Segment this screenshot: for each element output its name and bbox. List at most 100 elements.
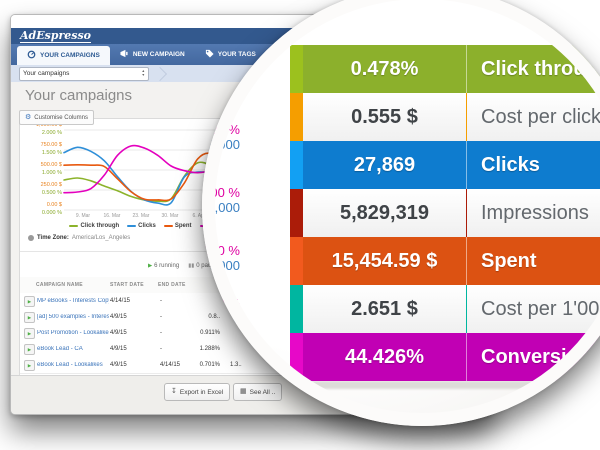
metric-label: Click through xyxy=(481,58,600,80)
axis-label-usd: 250.00 $ xyxy=(40,182,62,188)
end-date-cell: - xyxy=(160,314,162,320)
legend-dash-icon xyxy=(163,225,173,227)
legend-item[interactable]: Spent xyxy=(163,223,192,229)
legend-label: Click through xyxy=(80,223,120,229)
play-icon[interactable]: ▶ xyxy=(24,328,35,339)
play-icon[interactable]: ▶ xyxy=(24,312,35,323)
axis-label-pct: 1.500 % xyxy=(41,150,62,156)
legend-dash-icon xyxy=(69,225,79,227)
magnified-count-label: 1,000 xyxy=(207,258,240,273)
magnified-metric-row: 5,829,319 Impressions xyxy=(290,189,600,237)
download-icon: ↧ xyxy=(171,388,177,395)
magnified-metrics: 0.478% Click through 0.555 $ Cost per click… xyxy=(290,45,600,381)
legend-item[interactable]: Click through xyxy=(69,223,119,229)
play-icon[interactable]: ▶ xyxy=(24,360,35,371)
metric-color-strip xyxy=(290,285,303,333)
start-date-cell: 4/14/15 xyxy=(110,298,131,304)
metric-divider xyxy=(466,237,467,285)
magnifier-lens: 0.478% Click through 0.555 $ Cost per click… xyxy=(202,0,600,426)
column-header: START DATE xyxy=(110,282,144,288)
status-item: ▶ 6 running xyxy=(148,263,179,269)
axis-label-usd: 1,000.00 $ xyxy=(36,122,62,128)
tab-label: YOUR TAGS xyxy=(217,51,256,58)
customise-columns-button[interactable]: ⚙ Customise Columns xyxy=(19,110,94,125)
page-title: Your campaigns xyxy=(25,87,133,104)
start-date-cell: 4/9/15 xyxy=(110,362,127,368)
metric-color-strip xyxy=(290,333,303,381)
magnified-pct-label: 0.000 % xyxy=(202,296,240,311)
start-date-cell: 4/9/15 xyxy=(110,330,127,336)
axis-label-usd: 0.00 $ xyxy=(46,202,62,208)
metric-color-strip xyxy=(290,237,303,285)
globe-icon xyxy=(28,235,34,241)
metric-cell: 0.701% xyxy=(199,362,220,368)
metric-value: 27,869 xyxy=(353,154,416,176)
play-icon[interactable]: ▶ xyxy=(24,344,35,355)
metric-divider xyxy=(466,141,467,189)
metric-label: Impressions xyxy=(481,202,589,224)
status-text: 6 running xyxy=(154,263,180,269)
campaign-name-link[interactable]: MP eBooks - Interests Copy xyxy=(37,298,109,304)
start-date-cell: 4/9/15 xyxy=(110,346,127,352)
x-tick-label: 23. Mar xyxy=(132,213,150,219)
tab-your-campaigns[interactable]: YOUR CAMPAIGNS xyxy=(17,46,110,65)
column-header: END DATE xyxy=(158,282,186,288)
metric-divider xyxy=(466,189,467,237)
metric-label: Spent xyxy=(481,250,537,272)
metric-divider xyxy=(466,45,467,93)
magnified-metric-row: 15,454.59 $ Spent xyxy=(290,237,600,285)
metric-color-strip xyxy=(290,45,303,93)
start-date-cell: 4/9/15 xyxy=(110,314,127,320)
metric-cell: 1.3.. xyxy=(230,362,242,368)
axis-label-usd: 750.00 $ xyxy=(40,142,62,148)
export-excel-button[interactable]: ↧ Export in Excel xyxy=(164,383,231,401)
end-date-cell: 4/14/15 xyxy=(160,362,181,368)
axis-label-pct: 2.000 % xyxy=(41,130,62,136)
tab-new-campaign[interactable]: NEW CAMPAIGN xyxy=(110,44,195,65)
legend-label: Clicks xyxy=(138,223,156,229)
axis-label-pct: 0.500 % xyxy=(41,190,62,196)
see-all-button[interactable]: ▦ See All .. xyxy=(233,383,283,401)
metric-label: Cost per click xyxy=(481,106,600,128)
gear-icon: ⚙ xyxy=(25,114,32,121)
metric-divider xyxy=(466,93,467,141)
campaign-name-link[interactable]: eBook Lead - CA xyxy=(37,346,83,352)
magnified-metric-row: 0.478% Click through xyxy=(290,45,600,93)
magnified-metric-row: 44.426% Conversions xyxy=(290,333,600,381)
metric-color-strip xyxy=(290,93,303,141)
metric-value: 5,829,319 xyxy=(340,202,429,224)
magnified-metric-row: 2.651 $ Cost per 1'000 impressions xyxy=(290,285,600,333)
magnified-axis-labels: 40.000 %2,000 xyxy=(202,185,240,215)
axis-label-usd: 500.00 $ xyxy=(40,162,62,168)
app-logo: AdEspresso xyxy=(20,28,92,43)
metric-label: Conversions xyxy=(481,346,600,368)
metric-value: 2.651 $ xyxy=(351,298,418,320)
metric-color-strip xyxy=(290,141,303,189)
legend-item[interactable]: Clicks xyxy=(127,223,156,229)
tab-label: NEW CAMPAIGN xyxy=(132,51,185,58)
end-date-cell: - xyxy=(160,346,162,352)
metric-color-strip xyxy=(290,189,303,237)
campaign-selector-value: Your campaigns xyxy=(23,70,70,77)
magnified-metric-row: 27,869 Clicks xyxy=(290,141,600,189)
metric-cell: 0.911% xyxy=(200,330,220,336)
end-date-cell: - xyxy=(160,298,162,304)
campaign-name-link[interactable]: [ad] 500 examples - Interes... xyxy=(37,314,109,320)
timezone-label: Time Zone: xyxy=(37,235,69,241)
megaphone-icon xyxy=(120,49,129,60)
end-date-cell: - xyxy=(160,330,162,336)
axis-label-pct: 0.000 % xyxy=(41,210,62,216)
magnified-axis-labels: 20.000 %1,000 xyxy=(202,243,240,273)
campaign-name-link[interactable]: eBook Lead - Lookalikes xyxy=(37,362,103,368)
metric-value: 44.426% xyxy=(345,346,424,368)
magnified-table-shadow xyxy=(297,381,547,389)
campaign-name-link[interactable]: Post Promotion - Lookalike xyxy=(37,330,109,336)
metric-label: Clicks xyxy=(481,154,540,176)
axis-label-pct: 1.000 % xyxy=(41,170,62,176)
selector-stepper-icon[interactable]: ▲ ▼ xyxy=(141,69,145,77)
play-icon[interactable]: ▶ xyxy=(24,296,35,307)
metric-value: 0.555 $ xyxy=(351,106,418,128)
magnified-axis-labels: 0.000 %0 xyxy=(202,296,240,326)
campaign-selector[interactable]: Your campaigns ▲ ▼ xyxy=(19,66,149,81)
pause-icon: ▮▮ xyxy=(188,263,195,269)
